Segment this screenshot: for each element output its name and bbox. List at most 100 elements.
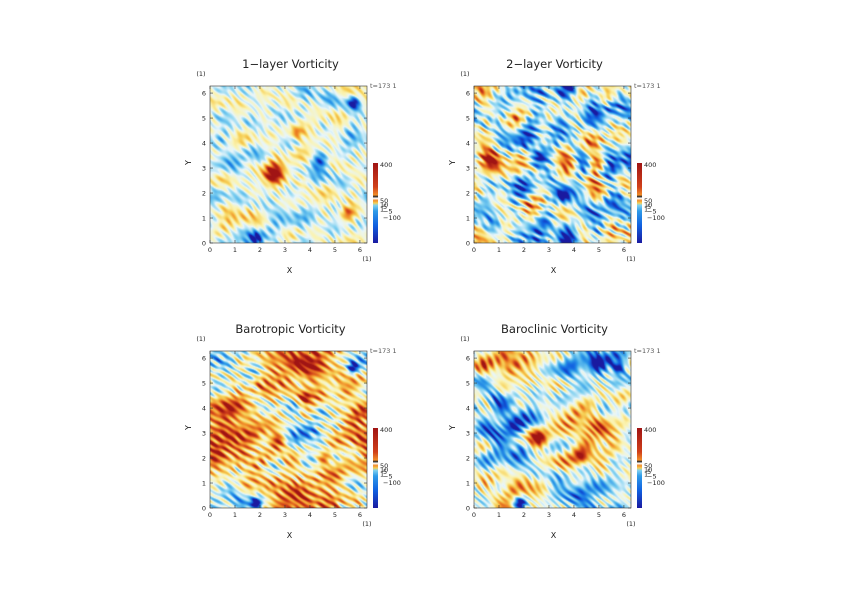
vorticity-field (210, 351, 367, 508)
x-tick-label: 2 (522, 511, 526, 519)
x-tick-label: 1 (497, 511, 501, 519)
colorbar-tick-label: 10 (644, 466, 652, 474)
y-tick-label: 2 (466, 189, 470, 197)
y-axis-label: Y (448, 160, 457, 166)
colorbar (373, 428, 378, 508)
y-tick-label: 5 (466, 379, 470, 387)
y-tick-label: 2 (202, 454, 206, 462)
y-tick-label: 3 (202, 164, 206, 172)
y-axis-label: Y (184, 425, 193, 431)
colorbar-tick-label: 50 (380, 197, 388, 205)
x-tick-label: 5 (333, 511, 337, 519)
y-axis-label: Y (184, 160, 193, 166)
x-tick-label: 3 (547, 246, 551, 254)
x-axis-label: X (287, 266, 293, 275)
colorbar-tick-label: −100 (383, 214, 401, 222)
x-axis-label: X (551, 266, 557, 275)
y-tick-label: 3 (466, 164, 470, 172)
x-tick-label: 4 (572, 511, 576, 519)
x-tick-label: 1 (497, 246, 501, 254)
y-tick-label: 2 (202, 189, 206, 197)
colorbar-tick-label: 400 (380, 426, 392, 434)
colorbar (373, 163, 378, 243)
y-tick-label: 6 (466, 354, 470, 362)
y-unit-label: (1) (460, 335, 469, 343)
colorbar (637, 163, 642, 243)
colorbar-tick-label: −5 (383, 208, 393, 216)
x-tick-label: 2 (258, 511, 262, 519)
x-tick-label: 5 (597, 246, 601, 254)
y-tick-label: 4 (466, 404, 470, 412)
x-unit-label: (1) (626, 255, 635, 263)
y-axis-label: Y (448, 425, 457, 431)
y-tick-label: 4 (466, 139, 470, 147)
colorbar-tick-label: 50 (380, 462, 388, 470)
y-tick-label: 5 (466, 114, 470, 122)
colorbar-tick-label: −100 (647, 214, 665, 222)
time-label: t=173 1 (370, 347, 397, 355)
panel-title: 2−layer Vorticity (506, 57, 603, 71)
plot-frame (209, 350, 368, 509)
plot-frame (473, 350, 632, 509)
time-label: t=173 1 (634, 347, 661, 355)
y-tick-label: 1 (466, 214, 470, 222)
y-tick-label: 6 (202, 89, 206, 97)
y-tick-label: 3 (466, 429, 470, 437)
y-tick-label: 1 (202, 214, 206, 222)
colorbar-tick-label: 5 (647, 468, 651, 476)
x-tick-label: 6 (358, 246, 362, 254)
y-tick-label: 0 (466, 504, 470, 512)
x-tick-label: 5 (597, 511, 601, 519)
x-tick-label: 0 (472, 511, 476, 519)
x-tick-label: 6 (622, 511, 626, 519)
colorbar-tick-label: −5 (647, 208, 657, 216)
vorticity-field (210, 86, 367, 243)
x-tick-label: 4 (572, 246, 576, 254)
colorbar-tick-label: 1 (644, 471, 648, 479)
panel-title: Baroclinic Vorticity (501, 322, 608, 336)
colorbar-tick-label: 10 (644, 201, 652, 209)
colorbar-tick-label: 1 (380, 206, 384, 214)
x-tick-label: 5 (333, 246, 337, 254)
y-tick-label: 4 (202, 404, 206, 412)
colorbar-tick-label: 50 (644, 462, 652, 470)
y-tick-label: 0 (466, 239, 470, 247)
x-tick-label: 4 (308, 511, 312, 519)
y-unit-label: (1) (196, 335, 205, 343)
y-tick-label: 5 (202, 379, 206, 387)
y-tick-label: 3 (202, 429, 206, 437)
x-tick-label: 6 (622, 246, 626, 254)
colorbar-tick-label: −5 (647, 473, 657, 481)
colorbar-tick-label: 10 (380, 466, 388, 474)
x-tick-label: 3 (283, 511, 287, 519)
colorbar-tick-label: 400 (380, 161, 392, 169)
colorbar-tick-label: −100 (647, 479, 665, 487)
colorbar-tick-label: 5 (383, 203, 387, 211)
y-tick-label: 1 (466, 479, 470, 487)
y-tick-label: 6 (202, 354, 206, 362)
vorticity-field (474, 86, 631, 243)
y-unit-label: (1) (460, 70, 469, 78)
y-tick-label: 5 (202, 114, 206, 122)
colorbar-tick-label: 5 (383, 468, 387, 476)
colorbar-tick-label: −100 (383, 479, 401, 487)
colorbar-tick-label: 1 (380, 471, 384, 479)
colorbar-tick-label: 5 (647, 203, 651, 211)
y-tick-label: 0 (202, 504, 206, 512)
colorbar-tick-label: −5 (383, 473, 393, 481)
y-tick-label: 1 (202, 479, 206, 487)
x-tick-label: 0 (472, 246, 476, 254)
x-unit-label: (1) (362, 255, 371, 263)
x-unit-label: (1) (362, 520, 371, 528)
colorbar-tick-label: 400 (644, 426, 656, 434)
x-tick-label: 4 (308, 246, 312, 254)
x-tick-label: 1 (233, 511, 237, 519)
colorbar (637, 428, 642, 508)
x-unit-label: (1) (626, 520, 635, 528)
